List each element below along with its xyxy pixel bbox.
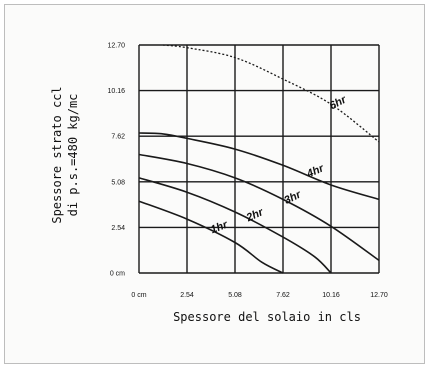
series-line-3hr bbox=[138, 153, 380, 262]
y-tick-label: 10.16 bbox=[107, 88, 125, 95]
series-line-4hr bbox=[138, 132, 380, 201]
x-tick-label: 5.08 bbox=[228, 292, 242, 299]
series-line-2hr bbox=[138, 177, 332, 274]
x-tick-label: 12.70 bbox=[370, 292, 388, 299]
y-tick-label: 12.70 bbox=[107, 43, 125, 50]
figure-frame: 1hr 2hr 3hr 4hr 6hr 0 cm 2.54 5.08 7.62 10.16 12.… bbox=[4, 4, 425, 364]
tick-labels: 0 cm 2.54 5.08 7.62 10.16 12.70 0 cm 2.54 5.08 7.… bbox=[107, 43, 387, 300]
x-tick-label: 10.16 bbox=[322, 292, 340, 299]
y-tick-label: 0 cm bbox=[110, 271, 125, 278]
series-line-1hr bbox=[138, 200, 284, 274]
y-tick-label: 2.54 bbox=[111, 225, 125, 232]
y-axis-label-line1: Spessore strato ccl bbox=[50, 86, 64, 223]
grid bbox=[138, 44, 380, 274]
series-label-4hr: 4hr bbox=[304, 162, 326, 181]
series-label-3hr: 3hr bbox=[282, 188, 303, 207]
series-line-6hr bbox=[162, 44, 380, 143]
series-label-2hr: 2hr bbox=[244, 206, 266, 225]
x-axis-label: Spessore del solaio in cls bbox=[173, 310, 361, 324]
x-tick-label: 2.54 bbox=[180, 292, 194, 299]
y-axis-label-line2: di p.s.=480 kg/mc bbox=[66, 94, 80, 217]
y-tick-label: 5.08 bbox=[111, 179, 125, 186]
series-label-1hr: 1hr bbox=[209, 218, 230, 236]
x-tick-label: 0 cm bbox=[131, 292, 146, 299]
y-tick-label: 7.62 bbox=[111, 134, 125, 141]
curves bbox=[138, 44, 380, 274]
x-tick-label: 7.62 bbox=[276, 292, 290, 299]
